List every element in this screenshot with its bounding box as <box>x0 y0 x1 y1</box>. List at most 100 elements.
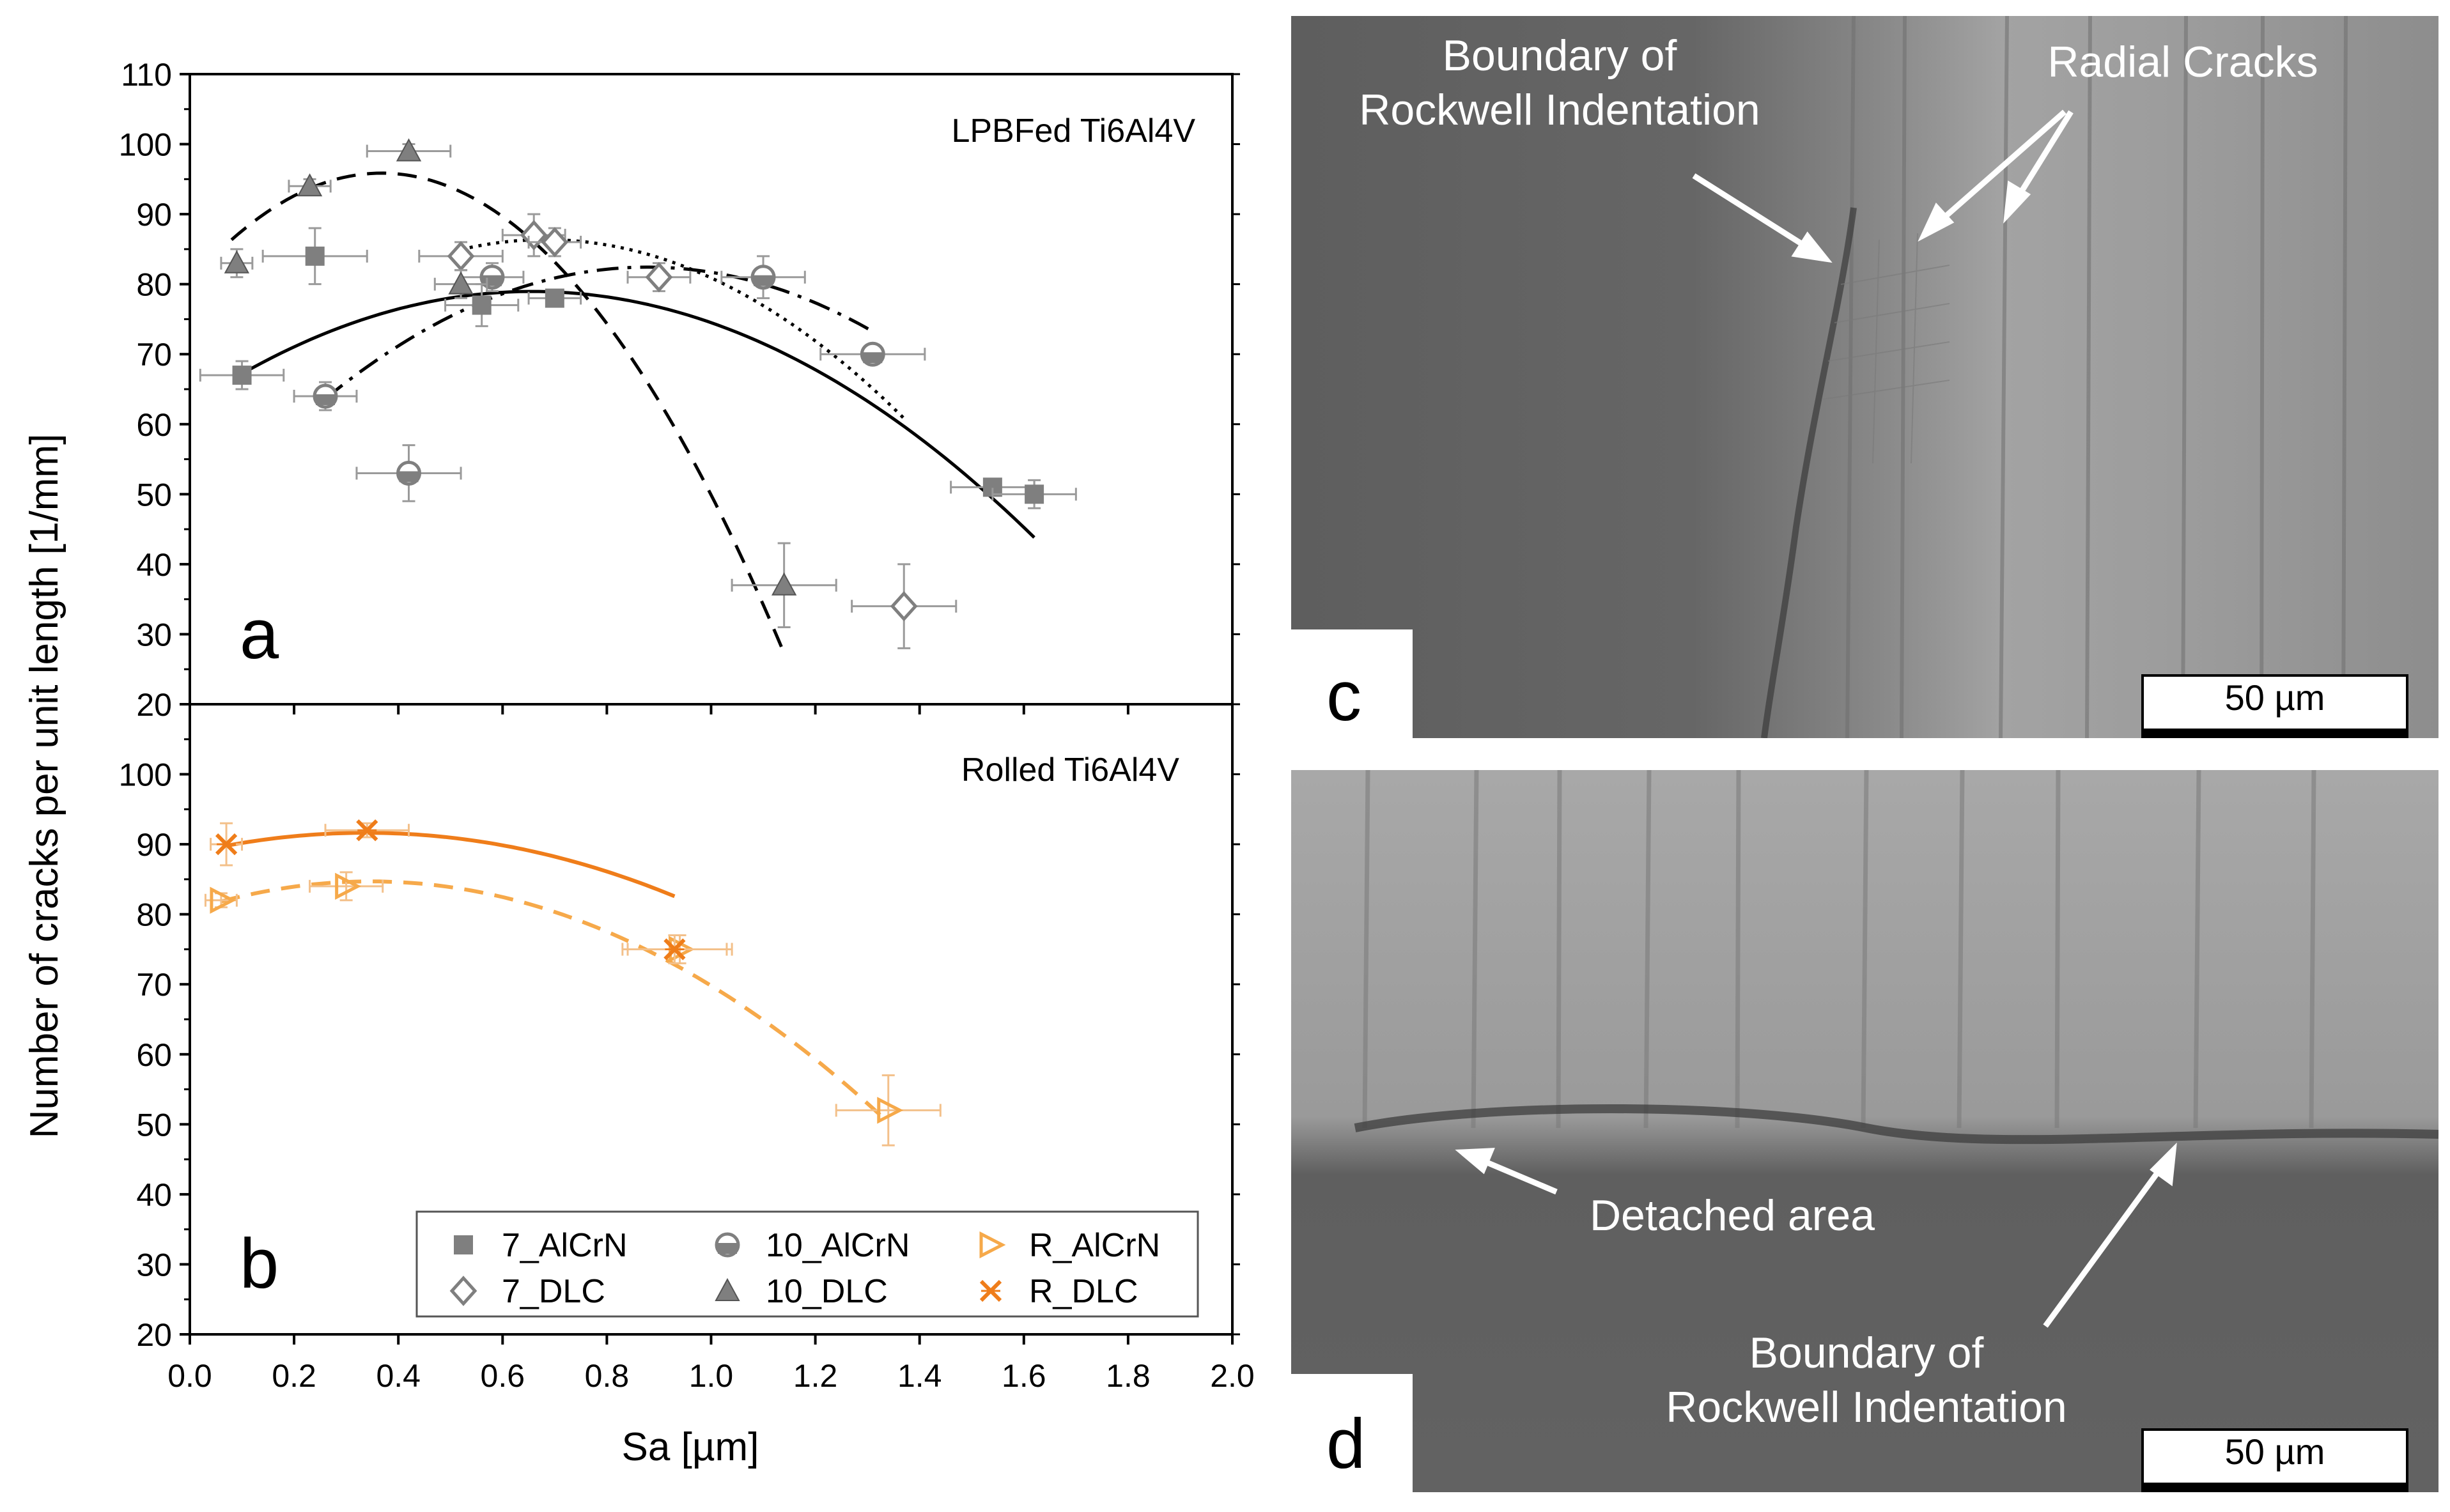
y-tick-label: 50 <box>136 477 172 513</box>
fit-curve-7_AlCrN <box>241 289 1035 539</box>
data-point-7_AlCrN <box>444 283 520 327</box>
fit-curve-7_DLC <box>460 238 905 420</box>
y-tick-label: 30 <box>136 617 172 652</box>
legend-entry-10_AlCrN: 10_AlCrN <box>715 1227 910 1264</box>
y-tick-label: 20 <box>136 687 172 723</box>
data-point-10_AlCrN <box>460 262 525 293</box>
annotation-arrows-d <box>1455 1142 2177 1328</box>
annotation-boundary-c: Boundary of Rockwell Indentation <box>1310 29 1809 137</box>
x-axis-label: Sa [µm] <box>622 1425 759 1469</box>
annotation-detached-area: Detached area <box>1589 1191 1875 1240</box>
marker-diamond <box>447 241 475 272</box>
legend-label: 7_DLC <box>502 1273 605 1310</box>
x-tick-label: 0.6 <box>481 1358 525 1394</box>
y-tick-label: 90 <box>136 827 172 863</box>
panel-b-title: Rolled Ti6Al4V <box>961 752 1179 789</box>
marker-diamond <box>520 220 548 251</box>
x-tick-label: 0.2 <box>272 1358 316 1394</box>
legend-entry-R_AlCrN: R_AlCrN <box>979 1227 1160 1264</box>
micrograph-d: d Detached area Boundary of Rockwell Ind… <box>1291 770 2438 1492</box>
y-axis-label: Number of cracks per unit length [1/mm] <box>22 434 66 1139</box>
panel-a-letter: a <box>240 595 279 674</box>
legend-entry-R_DLC: R_DLC <box>979 1273 1138 1310</box>
marker-circle-fill <box>316 394 336 405</box>
annotation-boundary-d-line1: Boundary of <box>1749 1329 1984 1377</box>
data-point-R_DLC <box>324 819 410 842</box>
legend-label: R_AlCrN <box>1029 1227 1160 1264</box>
x-tick-label: 1.6 <box>1002 1358 1046 1394</box>
y-tick-label: 110 <box>121 57 172 93</box>
data-point-7_AlCrN <box>991 479 1077 509</box>
micrograph-c-image <box>1291 16 2438 738</box>
x-tick-label: 0.8 <box>585 1358 630 1394</box>
marker-square <box>305 246 325 266</box>
panel-a-frame <box>189 73 1234 706</box>
data-point-R_DLC <box>621 934 728 964</box>
x-tick-label: 1.2 <box>793 1358 838 1394</box>
x-tick-label: 0.0 <box>167 1358 212 1394</box>
marker-circle <box>396 460 422 486</box>
y-tick-label: 50 <box>136 1107 172 1143</box>
data-points <box>199 138 1077 1146</box>
fit-curve-R_AlCrN <box>221 879 890 1124</box>
y-tick-label: 80 <box>136 267 172 303</box>
marker-triangle <box>297 173 323 197</box>
y-tick-label: 30 <box>136 1247 172 1283</box>
marker-square <box>472 295 492 315</box>
y-tick-label: 40 <box>136 1177 172 1213</box>
legend: 7_AlCrN 10_AlCrN R_AlCrN 7_DLC 10_DLC R_DLC <box>415 1210 1199 1318</box>
data-point-10_AlCrN <box>355 444 462 502</box>
y-tick-label: 80 <box>136 897 172 933</box>
legend-label: 10_AlCrN <box>766 1227 910 1264</box>
legend-entry-10_DLC: 10_DLC <box>715 1273 888 1310</box>
legend-entry-7_AlCrN: 7_AlCrN <box>454 1227 628 1264</box>
y-tick-label: 70 <box>136 337 172 373</box>
marker-triangle-right <box>979 1231 1006 1259</box>
micrograph-c: c Boundary of Rockwell Indentation Radia… <box>1291 16 2438 738</box>
y-tick-label: 70 <box>136 967 172 1003</box>
marker-circle <box>715 1232 740 1258</box>
marker-circle <box>750 265 776 290</box>
marker-circle <box>860 341 885 367</box>
data-point-10_DLC <box>433 269 488 300</box>
data-point-7_DLC <box>851 563 958 649</box>
marker-x <box>663 938 686 960</box>
marker-square <box>232 366 252 385</box>
data-point-R_DLC <box>210 822 244 867</box>
data-point-7_DLC <box>527 227 582 258</box>
marker-triangle <box>771 572 797 596</box>
annotation-radial-cracks: Radial Cracks <box>2047 38 2318 86</box>
y-tick-label: 60 <box>136 407 172 443</box>
marker-circle-fill <box>754 275 773 286</box>
data-point-R_AlCrN <box>204 886 238 914</box>
x-tick-label: 1.4 <box>897 1358 942 1394</box>
panel-a-title: LPBFed Ti6Al4V <box>951 112 1195 150</box>
annotation-boundary-d: Boundary of Rockwell Indentation <box>1617 1326 2116 1435</box>
data-point-10_DLC <box>288 173 332 197</box>
data-point-R_AlCrN <box>309 871 384 902</box>
fit-curve-R_DLC <box>226 831 676 899</box>
scalebar-d-bar <box>2144 1483 2406 1492</box>
x-tick-label: 0.4 <box>376 1358 421 1394</box>
legend-label: 7_AlCrN <box>502 1227 628 1264</box>
marker-square <box>1025 484 1044 504</box>
fit-curve-10_DLC <box>230 171 786 654</box>
x-tick-label: 2.0 <box>1210 1358 1255 1394</box>
marker-x <box>979 1279 1002 1302</box>
marker-x <box>356 819 378 842</box>
annotation-boundary-c-line2: Rockwell Indentation <box>1359 86 1760 134</box>
legend-box <box>415 1210 1199 1318</box>
y-tick-label: 100 <box>119 757 172 793</box>
marker-triangle <box>448 271 474 295</box>
annotation-boundary-d-line2: Rockwell Indentation <box>1666 1383 2067 1431</box>
data-point-7_AlCrN <box>527 288 582 308</box>
marker-diamond <box>645 261 673 293</box>
marker-triangle-right <box>335 872 362 900</box>
data-point-7_AlCrN <box>261 227 368 286</box>
scalebar-c: 50 µm <box>2141 674 2408 738</box>
marker-circle-fill <box>718 1243 737 1254</box>
marker-triangle-right <box>210 886 236 914</box>
y-tick-label: 100 <box>119 127 172 163</box>
data-point-10_DLC <box>220 248 254 279</box>
data-point-10_DLC <box>366 138 452 162</box>
